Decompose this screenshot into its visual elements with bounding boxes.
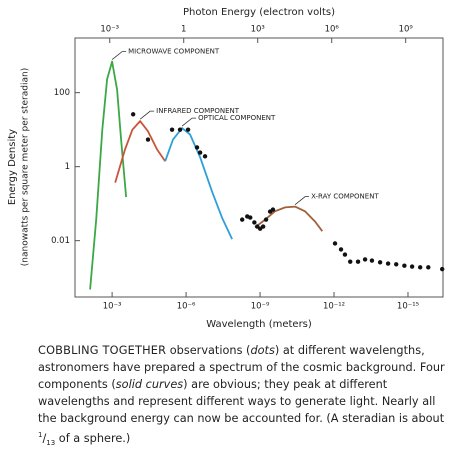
x2-tick-label: 10⁻³ bbox=[100, 25, 119, 35]
observation-dot bbox=[369, 258, 375, 263]
observation-dot bbox=[409, 264, 415, 269]
observation-dot bbox=[362, 257, 368, 262]
x-tick-label: 10⁻⁹ bbox=[251, 302, 270, 312]
caption-italic: solid curves bbox=[115, 378, 184, 391]
page: Photon Energy (electron volts) Wavelengt… bbox=[7, 7, 445, 448]
observation-dot bbox=[252, 220, 257, 225]
component-curve bbox=[114, 120, 166, 183]
x-tick-label: 10⁻¹² bbox=[323, 302, 345, 312]
observation-dot bbox=[169, 127, 175, 132]
observation-dot bbox=[130, 112, 136, 117]
y-tick-label: 100 bbox=[54, 88, 70, 98]
observation-dot bbox=[239, 217, 245, 222]
observation-dot bbox=[377, 260, 383, 265]
component-curve bbox=[89, 60, 127, 290]
x2-title: Photon Energy (electron volts) bbox=[183, 7, 335, 18]
observation-dot bbox=[426, 265, 431, 270]
observation-dot bbox=[348, 259, 353, 264]
observation-dot bbox=[355, 259, 361, 264]
component-label: X-RAY COMPONENT bbox=[311, 193, 379, 201]
caption-denominator: 13 bbox=[46, 439, 56, 448]
observation-dot bbox=[185, 127, 191, 132]
y-title: Energy Density bbox=[7, 129, 18, 205]
x2-tick-label: 1 bbox=[181, 25, 186, 35]
y-tick-label: 1 bbox=[65, 162, 70, 172]
observation-dot bbox=[194, 145, 200, 150]
observation-dot bbox=[342, 252, 348, 257]
observation-dot bbox=[197, 150, 203, 155]
label-leader bbox=[139, 110, 155, 120]
observation-dot bbox=[260, 224, 266, 229]
observation-dot bbox=[402, 263, 407, 268]
caption-text: of a sphere.) bbox=[55, 431, 131, 445]
x2-tick-label: 10⁹ bbox=[399, 25, 414, 35]
label-leader bbox=[111, 51, 127, 60]
observation-dot bbox=[270, 207, 276, 212]
observation-dot bbox=[385, 261, 391, 266]
caption-italic: dots bbox=[250, 344, 275, 357]
observation-dot bbox=[338, 247, 344, 252]
caption-text: ) at different wavelengths, astronomers … bbox=[38, 344, 445, 391]
observation-dot bbox=[263, 217, 269, 222]
observation-dot bbox=[332, 241, 338, 246]
x-tick-label: 10⁻⁶ bbox=[177, 302, 196, 312]
y-title-unit: (nanowatts per square meter per steradia… bbox=[21, 68, 31, 266]
y-tick-label: 0.01 bbox=[51, 236, 70, 246]
x2-tick-label: 10³ bbox=[251, 25, 265, 35]
caption-text: observations ( bbox=[166, 344, 251, 357]
label-leader bbox=[181, 117, 197, 127]
x2-tick-label: 10⁶ bbox=[325, 25, 340, 35]
chart: Photon Energy (electron volts) Wavelengt… bbox=[7, 7, 445, 330]
component-label: INFRARED COMPONENT bbox=[156, 107, 240, 115]
caption-text: ) are obvious; they peak at different wa… bbox=[38, 378, 445, 425]
caption-numerator: 1 bbox=[38, 431, 43, 439]
observation-dot bbox=[177, 127, 183, 132]
observation-dot bbox=[439, 266, 445, 272]
label-leader bbox=[294, 196, 310, 205]
observation-dot bbox=[417, 265, 423, 270]
caption-lead: COBBLING TOGETHER bbox=[38, 344, 167, 357]
observation-dot bbox=[394, 262, 399, 267]
x-tick-label: 10⁻¹⁵ bbox=[397, 302, 419, 312]
component-curve bbox=[164, 127, 233, 240]
component-label: OPTICAL COMPONENT bbox=[198, 114, 276, 122]
observation-dot bbox=[202, 154, 208, 159]
component-label: MICROWAVE COMPONENT bbox=[128, 48, 220, 56]
observation-dot bbox=[248, 215, 253, 220]
x-title: Wavelength (meters) bbox=[206, 319, 312, 330]
observation-dot bbox=[145, 137, 151, 142]
x-tick-label: 10⁻³ bbox=[103, 302, 122, 312]
plot-frame bbox=[74, 37, 444, 298]
